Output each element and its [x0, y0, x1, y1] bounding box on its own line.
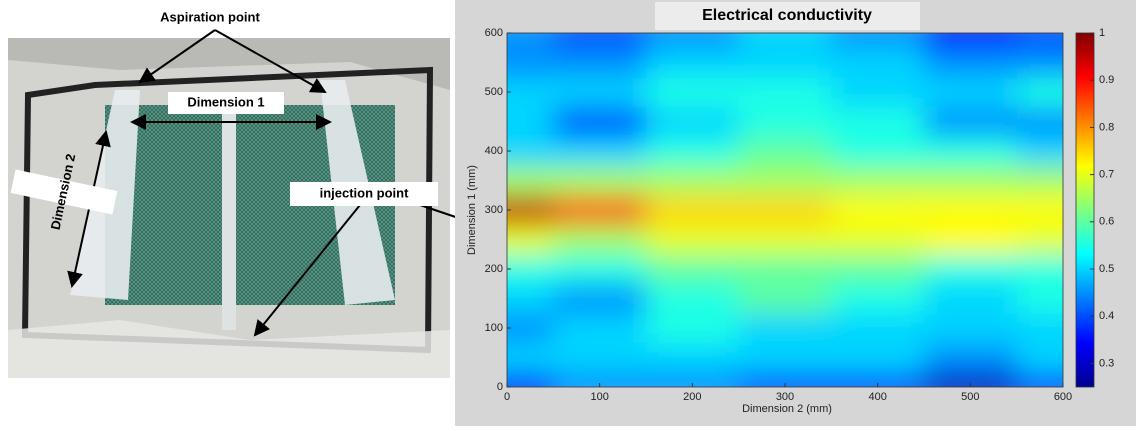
x-tick-label: 100 — [590, 391, 608, 403]
heat-cell — [831, 166, 924, 196]
heat-cell — [831, 284, 924, 314]
heat-cell — [924, 284, 1017, 314]
x-tick-label: 600 — [1054, 391, 1072, 403]
heat-cell — [553, 48, 646, 78]
x-tick-label: 400 — [868, 391, 886, 403]
heat-cell — [739, 343, 832, 373]
heat-cell — [831, 195, 924, 225]
heat-cell — [646, 284, 739, 314]
heat-cell — [553, 254, 646, 284]
y-tick-label: 600 — [485, 27, 503, 39]
heat-cell — [553, 195, 646, 225]
colorbar-tick-label: 0.4 — [1099, 310, 1114, 322]
heat-cell — [924, 77, 1017, 107]
y-tick-label: 0 — [497, 381, 503, 393]
colorbar-tick-label: 0.8 — [1099, 121, 1114, 133]
annotation: Dimension 1 — [187, 94, 264, 109]
x-tick-label: 200 — [683, 391, 701, 403]
chart-title: Electrical conductivity — [702, 7, 872, 24]
heat-cell — [739, 284, 832, 314]
heat-cell — [739, 225, 832, 255]
x-tick-label: 0 — [504, 391, 510, 403]
heat-cell — [739, 313, 832, 343]
heat-cell — [646, 313, 739, 343]
heat-cell — [831, 343, 924, 373]
figure: Aspiration point Dimension 1 Dimension 2… — [0, 0, 1136, 426]
heat-cell — [924, 343, 1017, 373]
heat-cell — [831, 313, 924, 343]
colorbar-tick-label: 0.3 — [1099, 357, 1114, 369]
heat-cell — [646, 225, 739, 255]
heat-cell — [646, 48, 739, 78]
heat-cell — [553, 107, 646, 137]
heat-cell — [646, 77, 739, 107]
heat-cell — [831, 254, 924, 284]
heat-cell — [739, 195, 832, 225]
heat-cell — [924, 313, 1017, 343]
heat-cell — [553, 313, 646, 343]
heat-cell — [553, 225, 646, 255]
heat-cell — [646, 107, 739, 137]
heat-cell — [646, 166, 739, 196]
y-tick-label: 500 — [485, 86, 503, 98]
heat-cell — [924, 48, 1017, 78]
heat-cell — [739, 136, 832, 166]
heat-cell — [831, 77, 924, 107]
x-axis-label: Dimension 2 (mm) — [742, 403, 832, 415]
heat-cell — [831, 48, 924, 78]
heat-cell — [739, 48, 832, 78]
heat-cell — [739, 77, 832, 107]
colorbar-tick-label: 0.6 — [1099, 216, 1114, 228]
y-axis-label: Dimension 1 (mm) — [466, 165, 478, 255]
heatmap — [461, 18, 1110, 402]
x-tick-label: 300 — [776, 391, 794, 403]
heat-cell — [924, 107, 1017, 137]
heat-cell — [831, 225, 924, 255]
heat-cell — [924, 254, 1017, 284]
y-tick-label: 300 — [485, 204, 503, 216]
heat-cell — [646, 136, 739, 166]
colorbar-tick-label: 0.7 — [1099, 169, 1114, 181]
heat-cell — [553, 77, 646, 107]
x-tick-label: 500 — [961, 391, 979, 403]
colorbar — [1076, 33, 1094, 387]
y-tick-label: 100 — [485, 322, 503, 334]
heat-cell — [646, 254, 739, 284]
photo: Aspiration point Dimension 1 Dimension 2… — [8, 9, 500, 378]
heat-cell — [924, 195, 1017, 225]
colorbar-tick-label: 0.9 — [1099, 74, 1114, 86]
heat-cell — [553, 166, 646, 196]
colorbar-tick-label: 0.5 — [1099, 263, 1114, 275]
heat-cell — [831, 107, 924, 137]
annotation: injection point — [320, 185, 409, 200]
y-tick-label: 400 — [485, 145, 503, 157]
heat-cell — [739, 254, 832, 284]
heat-cell — [553, 284, 646, 314]
heat-cell — [739, 166, 832, 196]
colorbar-tick-label: 1 — [1099, 27, 1105, 39]
heat-cell — [553, 136, 646, 166]
heat-cell — [924, 225, 1017, 255]
y-tick-label: 200 — [485, 263, 503, 275]
heat-cell — [553, 343, 646, 373]
heat-cell — [924, 136, 1017, 166]
heat-cell — [646, 195, 739, 225]
heat-cell — [831, 136, 924, 166]
annotation: Aspiration point — [160, 9, 260, 24]
heatmap-cells — [461, 18, 1110, 402]
heat-cell — [924, 166, 1017, 196]
heat-cell — [739, 107, 832, 137]
heat-cell — [646, 343, 739, 373]
